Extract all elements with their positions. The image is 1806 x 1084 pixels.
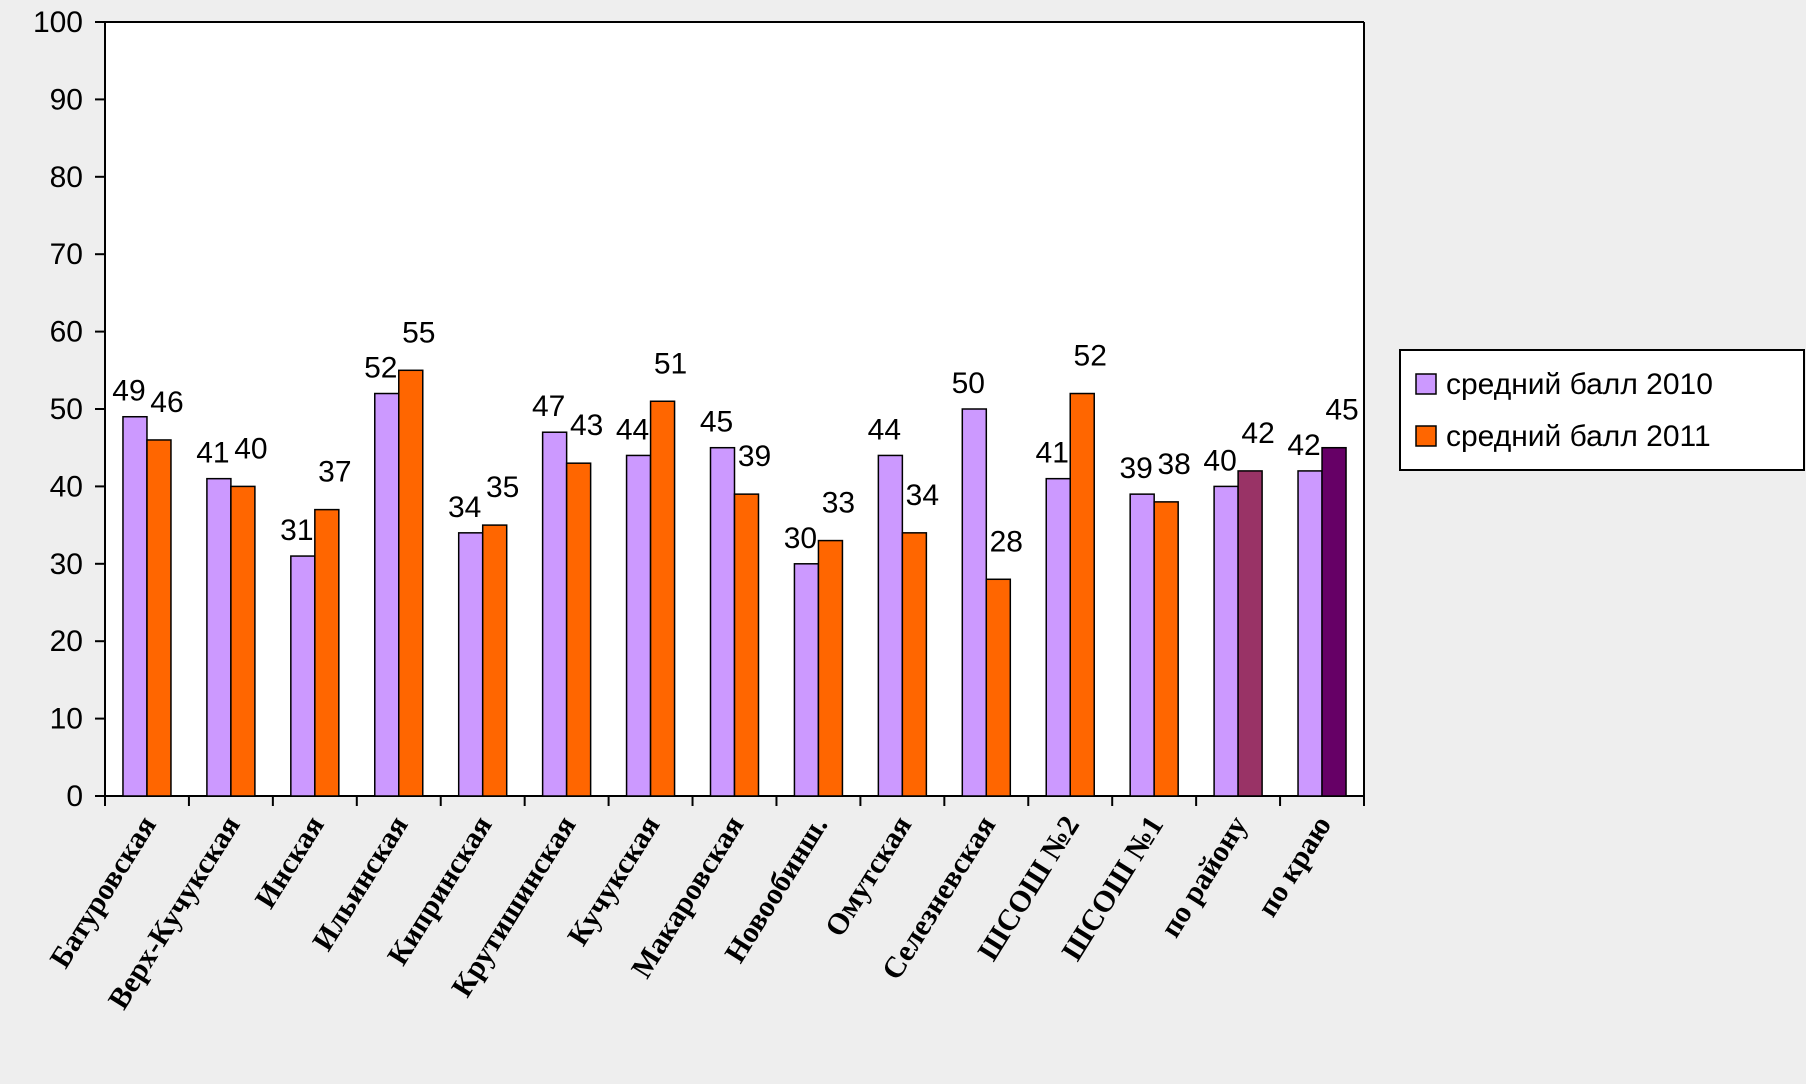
legend-swatch [1415, 425, 1437, 447]
bar-2010 [877, 454, 904, 797]
bar-2011 [230, 485, 256, 797]
bar-2011 [1321, 446, 1347, 797]
bar-2011 [985, 578, 1012, 797]
legend-box [1399, 349, 1805, 471]
y-tick-label: 90 [50, 83, 83, 116]
data-label: 41 [196, 437, 229, 470]
data-label: 47 [532, 390, 565, 423]
bar-2011 [817, 539, 844, 797]
bar-2010 [793, 563, 820, 797]
bar-2011 [1153, 501, 1179, 797]
data-label: 34 [906, 479, 939, 512]
bar-2010 [374, 392, 400, 797]
y-tick-label: 20 [50, 625, 83, 658]
data-label: 31 [280, 514, 313, 547]
y-tick-label: 50 [50, 393, 83, 426]
data-label: 38 [1157, 448, 1190, 481]
data-label: 34 [448, 491, 481, 524]
data-label: 39 [1119, 452, 1152, 485]
data-label: 45 [700, 406, 733, 439]
data-label: 42 [1241, 417, 1274, 450]
legend: средний балл 2010 средний балл 2011 [1399, 349, 1805, 471]
bar-2010 [625, 454, 652, 797]
bar-2010 [290, 555, 316, 797]
data-label: 44 [868, 413, 901, 446]
bar-2011 [1069, 392, 1095, 797]
data-label: 46 [150, 386, 183, 419]
data-label: 50 [952, 367, 985, 400]
data-label: 52 [364, 352, 397, 385]
y-tick-label: 30 [50, 548, 83, 581]
data-label: 44 [616, 413, 649, 446]
y-tick-label: 40 [50, 470, 83, 503]
bar-2011 [398, 369, 424, 797]
data-label: 30 [784, 522, 817, 555]
data-label: 37 [318, 456, 351, 489]
y-tick-label: 80 [50, 161, 83, 194]
data-label: 43 [570, 409, 603, 442]
bar-2010 [1045, 477, 1071, 797]
data-label: 35 [486, 471, 519, 504]
bar-2010 [206, 477, 232, 797]
bar-2011 [314, 508, 340, 797]
data-label: 41 [1036, 437, 1069, 470]
bar-2011 [146, 439, 172, 797]
data-label: 28 [990, 525, 1023, 558]
bar-2011 [481, 524, 508, 797]
legend-entry: средний балл 2011 [1446, 420, 1711, 453]
bar-2010 [961, 408, 988, 797]
bar-2011 [565, 462, 592, 797]
bar-2011 [733, 493, 760, 797]
data-label: 42 [1287, 429, 1320, 462]
bar-2011 [649, 400, 676, 797]
data-label: 49 [112, 375, 145, 408]
data-label: 39 [738, 440, 771, 473]
y-tick-label: 70 [50, 238, 83, 271]
data-label: 40 [234, 432, 267, 465]
bar-2010 [1129, 493, 1155, 797]
data-label: 51 [654, 347, 687, 380]
bar-2011 [1237, 470, 1263, 797]
y-tick-label: 0 [66, 780, 83, 813]
data-label: 52 [1074, 340, 1107, 373]
data-label: 55 [402, 316, 435, 349]
data-label: 40 [1203, 444, 1236, 477]
y-tick-label: 100 [33, 6, 83, 39]
bar-2010 [1297, 470, 1323, 797]
bar-2010 [457, 532, 484, 797]
legend-swatch [1415, 373, 1437, 395]
y-tick-label: 10 [50, 703, 83, 736]
bar-2011 [901, 532, 928, 797]
bar-2010 [709, 446, 736, 797]
bar-2010 [1213, 485, 1239, 797]
bar-2010 [122, 415, 148, 797]
legend-entry: средний балл 2010 [1446, 368, 1713, 401]
data-label: 45 [1325, 394, 1358, 427]
data-label: 33 [822, 487, 855, 520]
bar-2010 [541, 431, 568, 797]
y-tick-label: 60 [50, 316, 83, 349]
